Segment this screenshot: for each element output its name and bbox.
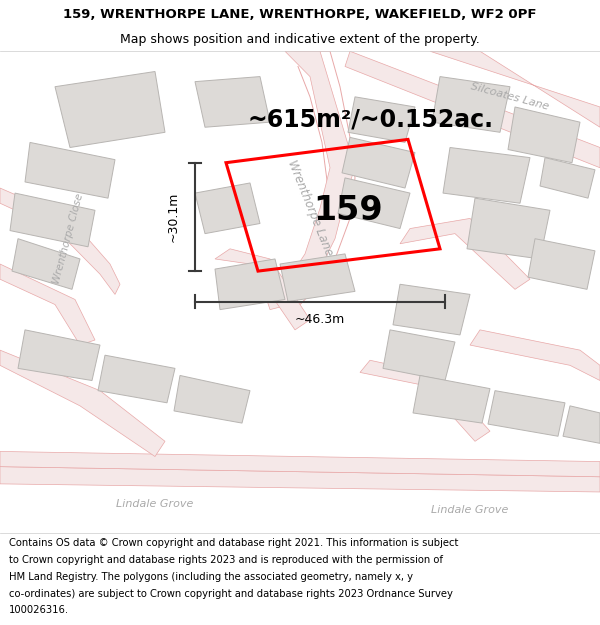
Text: Wrenthorpe Lane: Wrenthorpe Lane bbox=[285, 159, 335, 258]
Polygon shape bbox=[0, 264, 95, 345]
Polygon shape bbox=[348, 97, 415, 142]
Polygon shape bbox=[467, 198, 550, 259]
Text: HM Land Registry. The polygons (including the associated geometry, namely x, y: HM Land Registry. The polygons (includin… bbox=[9, 572, 413, 582]
Text: 159: 159 bbox=[313, 194, 383, 227]
Polygon shape bbox=[10, 193, 95, 247]
Text: Silcoates Lane: Silcoates Lane bbox=[470, 82, 550, 112]
Polygon shape bbox=[0, 467, 600, 492]
Polygon shape bbox=[383, 330, 455, 381]
Polygon shape bbox=[215, 249, 310, 330]
Polygon shape bbox=[12, 239, 80, 289]
Text: Wrenthorpe Close: Wrenthorpe Close bbox=[51, 192, 85, 285]
Polygon shape bbox=[55, 71, 165, 148]
Text: Contains OS data © Crown copyright and database right 2021. This information is : Contains OS data © Crown copyright and d… bbox=[9, 538, 458, 548]
Polygon shape bbox=[174, 376, 250, 423]
Polygon shape bbox=[430, 51, 600, 127]
Text: Lindale Grove: Lindale Grove bbox=[116, 499, 194, 509]
Text: Map shows position and indicative extent of the property.: Map shows position and indicative extent… bbox=[120, 34, 480, 46]
Text: Lindale Grove: Lindale Grove bbox=[431, 505, 509, 515]
Polygon shape bbox=[0, 451, 600, 477]
Polygon shape bbox=[265, 51, 355, 309]
Polygon shape bbox=[360, 360, 490, 441]
Text: ~30.1m: ~30.1m bbox=[167, 192, 179, 242]
Text: ~615m²/~0.152ac.: ~615m²/~0.152ac. bbox=[247, 107, 493, 131]
Polygon shape bbox=[540, 158, 595, 198]
Polygon shape bbox=[470, 330, 600, 381]
Text: 159, WRENTHORPE LANE, WRENTHORPE, WAKEFIELD, WF2 0PF: 159, WRENTHORPE LANE, WRENTHORPE, WAKEFI… bbox=[63, 8, 537, 21]
Polygon shape bbox=[18, 330, 100, 381]
Polygon shape bbox=[338, 178, 410, 229]
Text: ~46.3m: ~46.3m bbox=[295, 313, 345, 326]
Polygon shape bbox=[98, 355, 175, 403]
Polygon shape bbox=[342, 138, 415, 188]
Polygon shape bbox=[432, 77, 510, 132]
Polygon shape bbox=[413, 376, 490, 423]
Polygon shape bbox=[443, 148, 530, 203]
Polygon shape bbox=[25, 142, 115, 198]
Text: co-ordinates) are subject to Crown copyright and database rights 2023 Ordnance S: co-ordinates) are subject to Crown copyr… bbox=[9, 589, 453, 599]
Polygon shape bbox=[0, 350, 165, 456]
Polygon shape bbox=[400, 218, 530, 289]
Polygon shape bbox=[215, 259, 285, 309]
Polygon shape bbox=[345, 51, 600, 168]
Polygon shape bbox=[488, 391, 565, 436]
Text: to Crown copyright and database rights 2023 and is reproduced with the permissio: to Crown copyright and database rights 2… bbox=[9, 555, 443, 565]
Polygon shape bbox=[393, 284, 470, 335]
Polygon shape bbox=[280, 254, 355, 301]
Polygon shape bbox=[563, 406, 600, 443]
Polygon shape bbox=[0, 188, 120, 294]
Polygon shape bbox=[508, 107, 580, 162]
Text: 100026316.: 100026316. bbox=[9, 606, 69, 616]
Polygon shape bbox=[528, 239, 595, 289]
Polygon shape bbox=[195, 77, 270, 128]
Polygon shape bbox=[195, 183, 260, 234]
